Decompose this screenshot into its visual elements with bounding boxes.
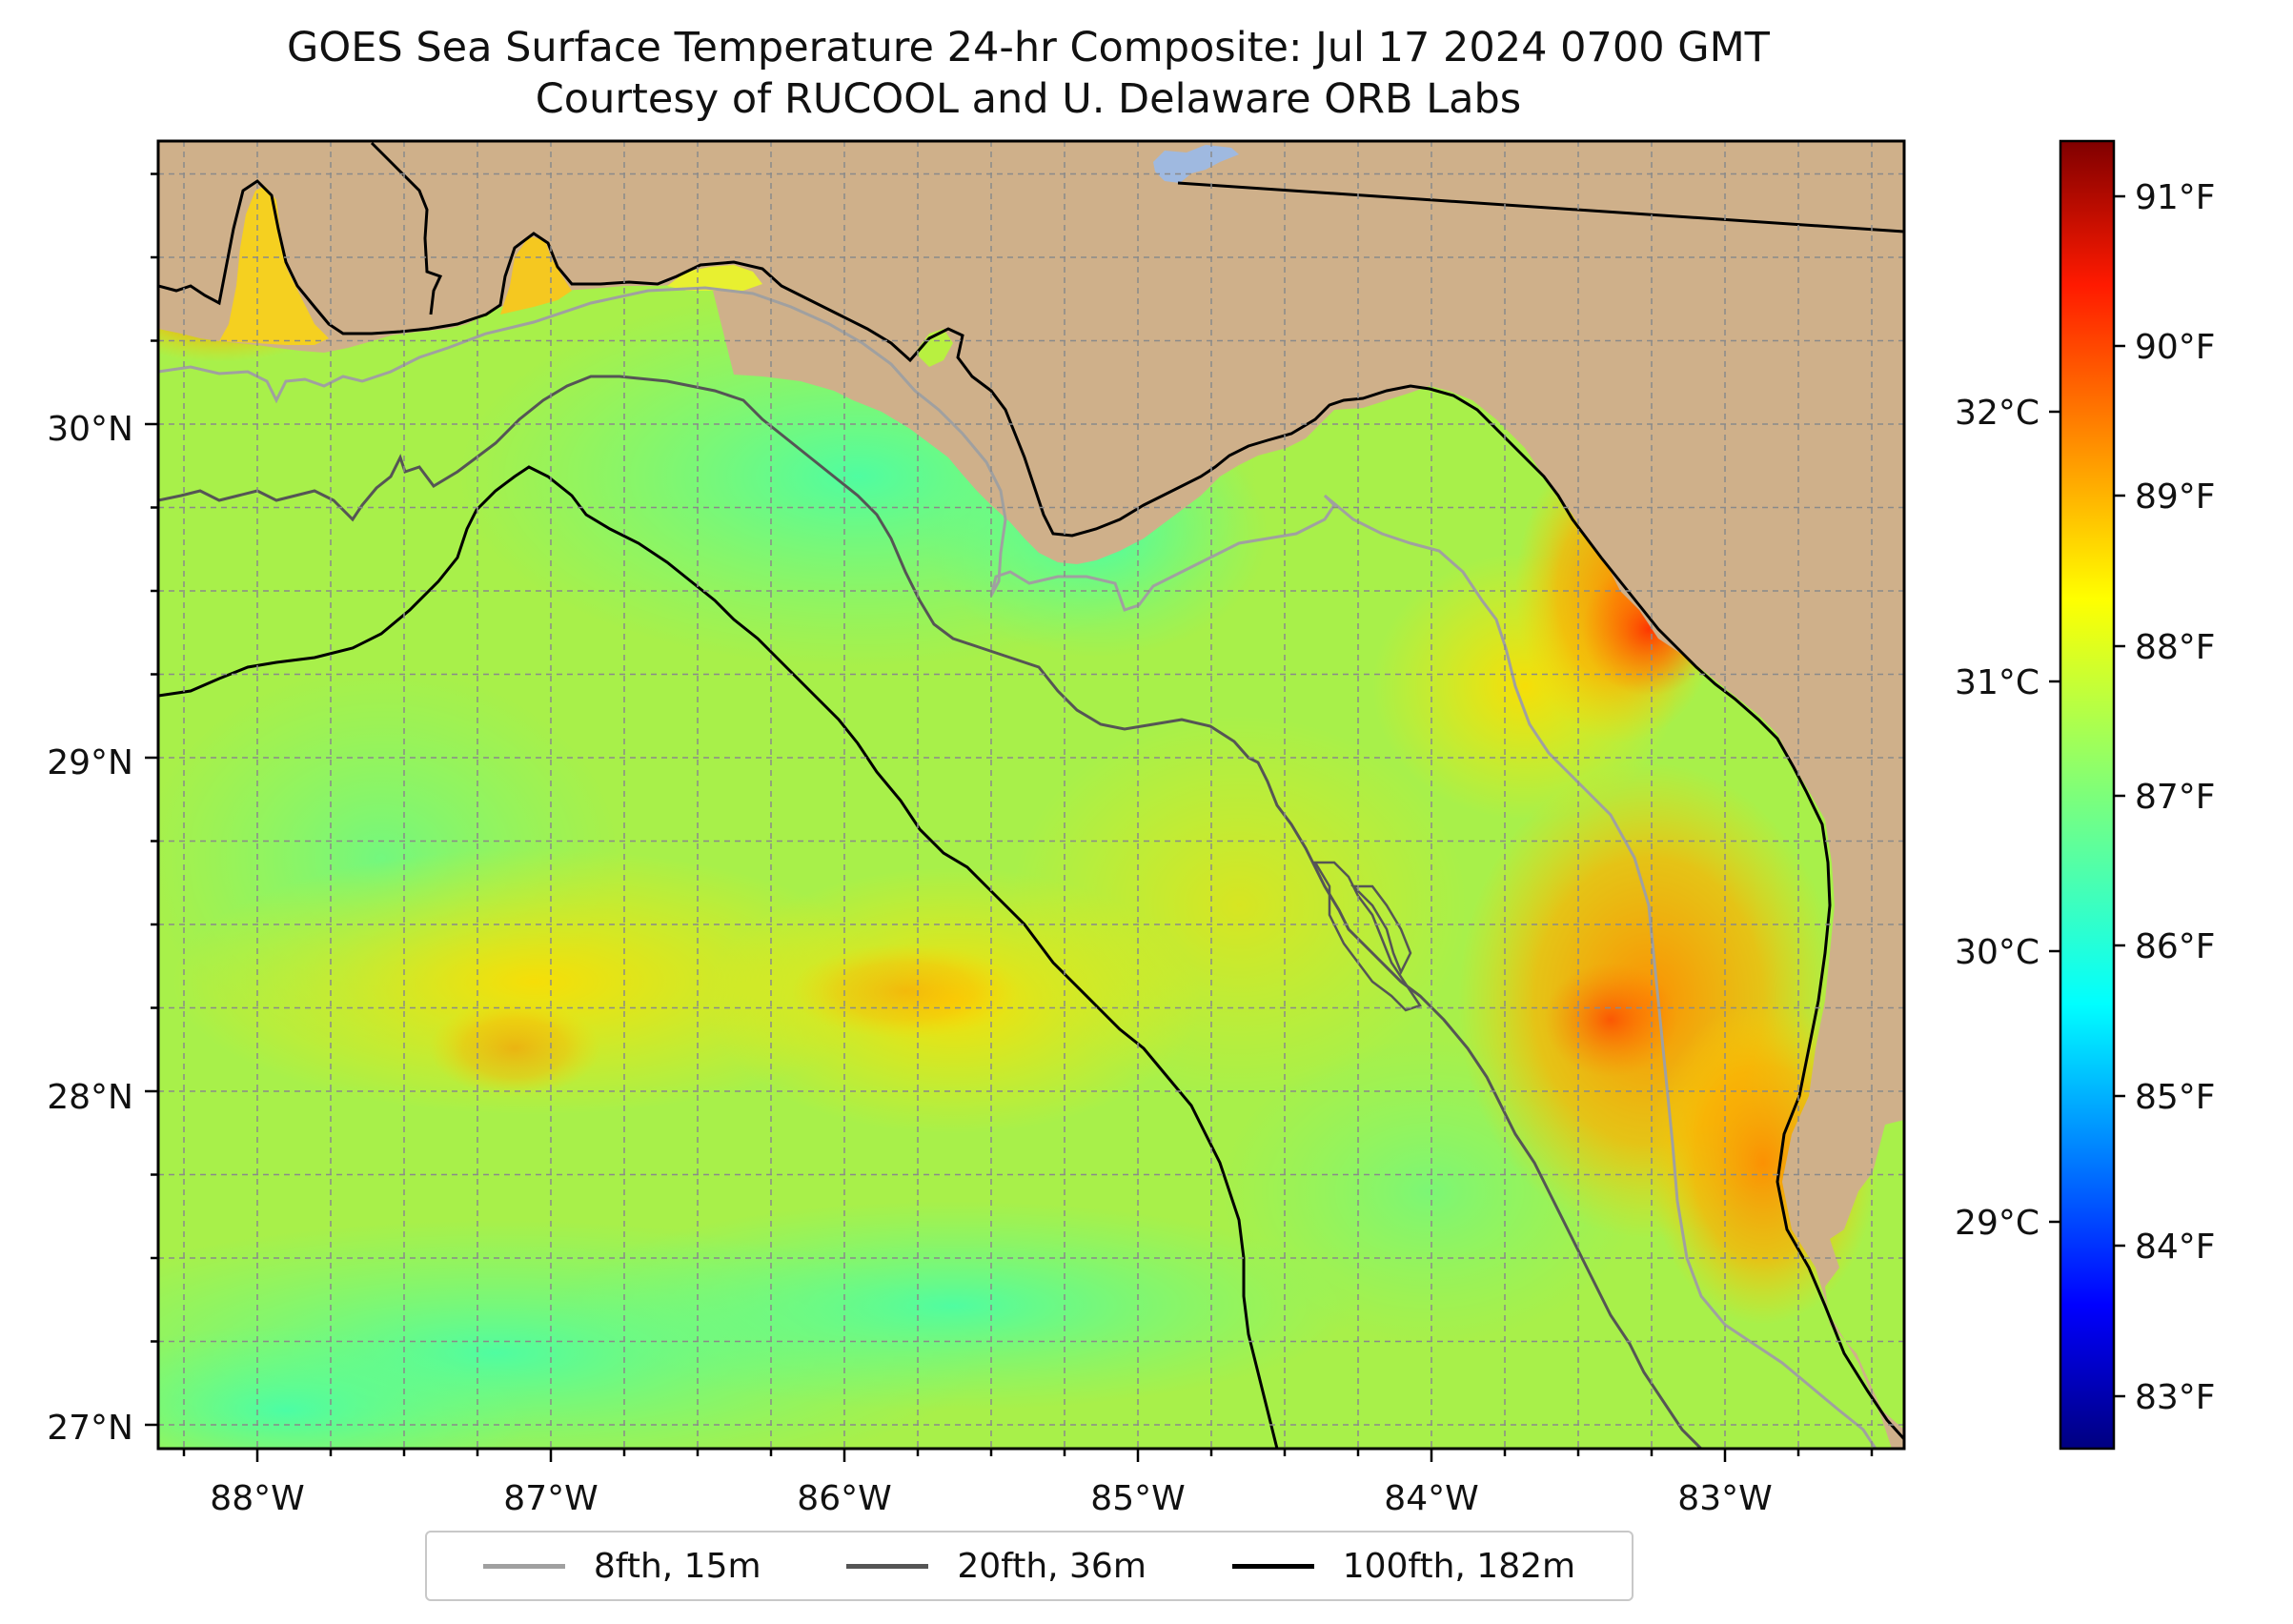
lake	[1153, 145, 1239, 183]
map-axis-ticks	[145, 173, 1874, 1462]
colorbar-f-tick: 88°F	[2114, 628, 2216, 667]
legend-item: 20fth, 36m	[846, 1547, 1146, 1586]
contour-100fth	[158, 465, 1279, 1449]
colorbar-c-tick: 32°C	[1955, 394, 2060, 433]
lon-tick-labels: 88°W 87°W 86°W 85°W 84°W 83°W	[210, 1479, 1772, 1518]
cool-water-patch	[158, 1325, 534, 1449]
colorbar-f-tick: 90°F	[2114, 328, 2216, 367]
contour-8fth	[158, 286, 1877, 1449]
legend-label: 100fth, 182m	[1342, 1546, 1576, 1586]
lon-tick-label: 85°W	[1090, 1479, 1185, 1518]
hot-water-patch	[1544, 963, 1677, 1077]
colorbar-f-label: 91°F	[2135, 178, 2216, 217]
land-mass	[158, 141, 1904, 1449]
legend-swatch-100fth	[1231, 1563, 1314, 1569]
state-border	[1177, 181, 1904, 233]
legend: 8fth, 15m 20fth, 36m 100fth, 182m	[425, 1531, 1634, 1601]
colorbar-celsius-axis: 29°C 30°C 31°C 32°C	[1955, 394, 2060, 1243]
legend-swatch-8fth	[482, 1563, 565, 1569]
bay-water	[667, 265, 762, 291]
lat-tick-label: 27°N	[47, 1409, 133, 1448]
colorbar	[2060, 141, 2114, 1449]
coastline	[158, 179, 1904, 1441]
warm-water-patch	[172, 848, 896, 1115]
colorbar-fahrenheit-axis: 83°F 84°F 85°F 86°F 87°F 88°F 89°F 90°F …	[2114, 178, 2216, 1417]
bay-water	[500, 236, 572, 315]
bay-water	[915, 329, 953, 367]
chart-title: GOES Sea Surface Temperature 24-hr Compo…	[287, 24, 1770, 71]
colorbar-f-label: 86°F	[2135, 927, 2216, 966]
colorbar-f-tick: 83°F	[2114, 1378, 2216, 1417]
colorbar-f-tick: 91°F	[2114, 178, 2216, 217]
cool-water-patch	[553, 1201, 1353, 1411]
lon-tick-label: 86°W	[797, 1479, 891, 1518]
gridlines	[158, 141, 1904, 1449]
colorbar-f-label: 89°F	[2135, 477, 2216, 517]
legend-item: 8fth, 15m	[482, 1546, 761, 1586]
contour-20fth	[158, 375, 1703, 1449]
lon-tick-label: 83°W	[1677, 1479, 1772, 1518]
legend-label: 8fth, 15m	[593, 1546, 761, 1586]
colorbar-c-tick: 31°C	[1955, 663, 2060, 702]
state-border	[370, 141, 443, 315]
colorbar-f-label: 88°F	[2135, 628, 2216, 667]
colorbar-f-tick: 87°F	[2114, 778, 2216, 817]
map-plot-area	[158, 141, 1904, 1449]
colorbar-f-tick: 89°F	[2114, 477, 2216, 517]
colorbar-f-label: 85°F	[2135, 1078, 2216, 1117]
lat-tick-label: 30°N	[47, 410, 133, 449]
contour-20fth-islands	[1312, 861, 1422, 1012]
colorbar-f-label: 87°F	[2135, 778, 2216, 817]
lat-tick-label: 29°N	[47, 743, 133, 782]
warm-water-patch	[791, 944, 1020, 1039]
colorbar-c-label: 30°C	[1955, 933, 2039, 972]
colorbar-c-tick: 30°C	[1955, 933, 2060, 972]
map-frame	[156, 139, 1906, 1451]
lat-tick-labels: 27°N 28°N 29°N 30°N	[47, 410, 133, 1448]
lon-tick-label: 84°W	[1384, 1479, 1478, 1518]
lat-tick-label: 28°N	[47, 1078, 133, 1117]
legend-swatch-20fth	[846, 1563, 929, 1569]
colorbar-c-tick: 29°C	[1955, 1204, 2060, 1243]
chart-subtitle: Courtesy of RUCOOL and U. Delaware ORB L…	[535, 75, 1522, 123]
colorbar-f-tick: 84°F	[2114, 1228, 2216, 1267]
warm-water-patch	[1010, 715, 1468, 1096]
colorbar-c-label: 31°C	[1955, 663, 2039, 702]
colorbar-f-label: 90°F	[2135, 328, 2216, 367]
colorbar-f-tick: 85°F	[2114, 1078, 2216, 1117]
colorbar-f-label: 84°F	[2135, 1228, 2216, 1267]
warm-water-patch	[429, 1001, 600, 1096]
lon-tick-label: 87°W	[503, 1479, 598, 1518]
colorbar-c-label: 29°C	[1955, 1204, 2039, 1243]
bay-water	[219, 186, 329, 345]
colorbar-c-label: 32°C	[1955, 394, 2039, 433]
colorbar-f-label: 83°F	[2135, 1378, 2216, 1417]
colorbar-f-tick: 86°F	[2114, 927, 2216, 966]
legend-item: 100fth, 182m	[1231, 1546, 1576, 1586]
lon-tick-label: 88°W	[210, 1479, 304, 1518]
legend-label: 20fth, 36m	[957, 1546, 1146, 1586]
